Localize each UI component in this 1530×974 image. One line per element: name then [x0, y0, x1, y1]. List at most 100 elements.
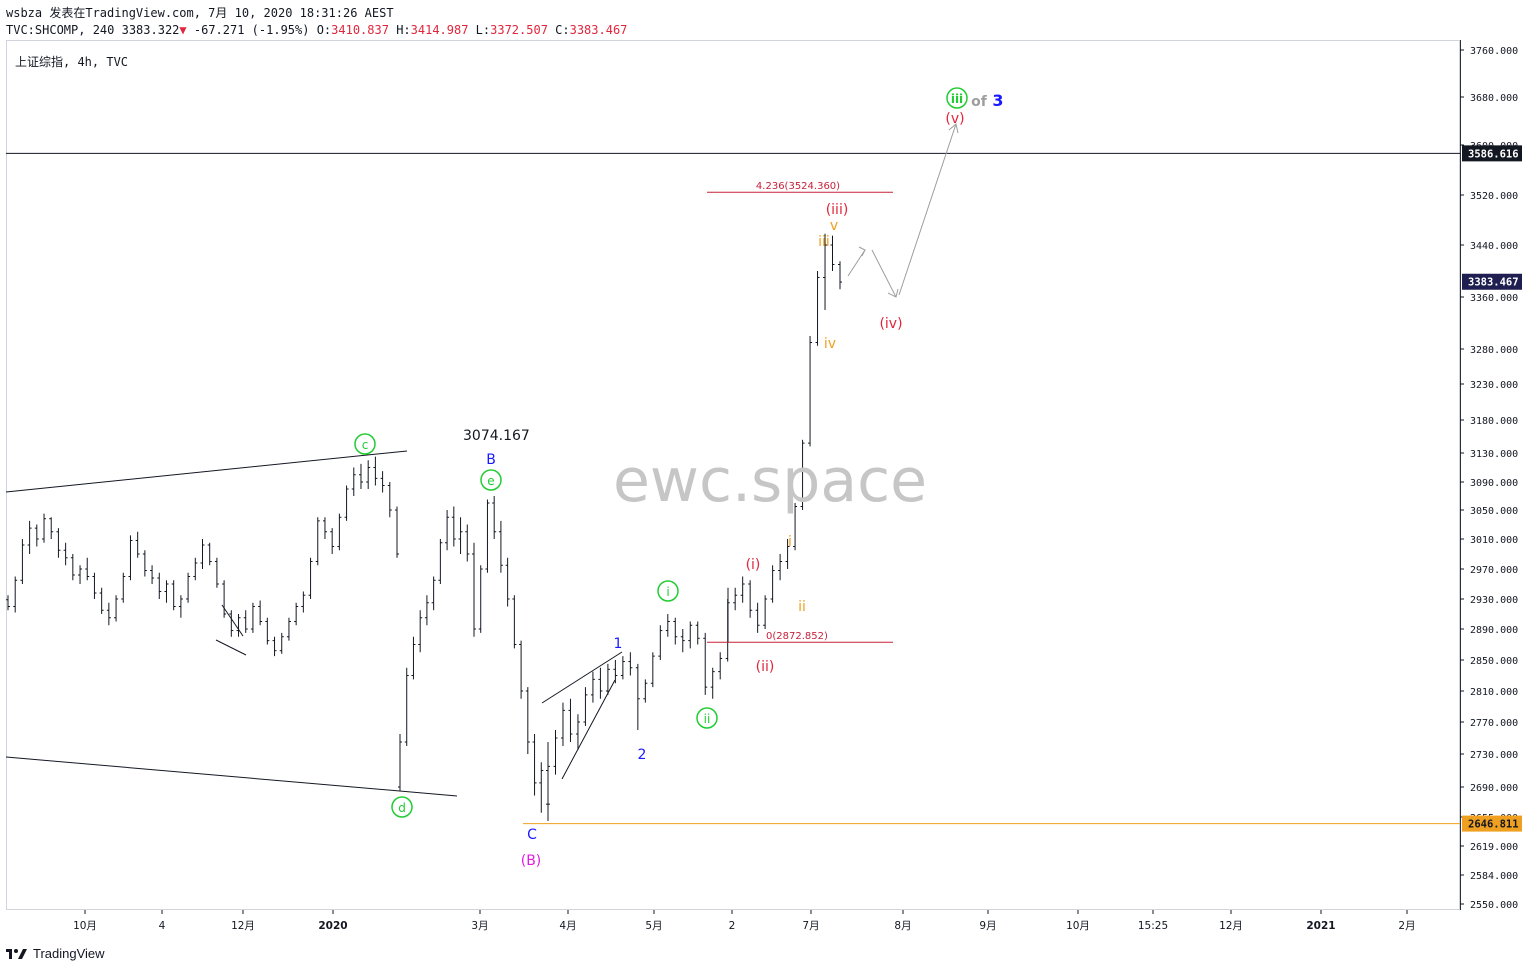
wave-label: ii [704, 712, 711, 726]
close-label: C: [555, 23, 570, 37]
wave-label: e [487, 474, 494, 488]
annotation-fib: 4.236(3524.360) [756, 181, 840, 192]
high-label: H: [396, 23, 411, 37]
wave-label: d [398, 801, 406, 815]
price-tick-label: 2770.000 [1470, 718, 1518, 729]
price-tick-label: 3050.000 [1470, 506, 1518, 517]
price-tick-label: 3180.000 [1470, 416, 1518, 427]
wave-label: (ii) [756, 659, 775, 675]
time-tick-label: 10月 [1066, 920, 1090, 932]
close-value: 3383.467 [569, 23, 628, 37]
price-tick-label: 2890.000 [1470, 625, 1518, 636]
price-tick-label: 2619.000 [1470, 842, 1518, 853]
annotation-price: 3074.167 [463, 428, 530, 444]
time-tick-label: 4 [159, 920, 166, 932]
price-tick-label: 2970.000 [1470, 565, 1518, 576]
symbol-legend: 上证综指, 4h, TVC [15, 55, 129, 69]
price-tick-label: 3230.000 [1470, 380, 1518, 391]
price-tick-label: 3360.000 [1470, 293, 1518, 304]
time-tick-label: 8月 [894, 920, 911, 932]
trendline [5, 450, 408, 493]
time-tick-label: 12月 [231, 920, 255, 932]
price-tick-label: 3760.000 [1470, 46, 1518, 57]
wave-label: iv [824, 336, 836, 352]
projection-arrow-up [847, 249, 866, 277]
plot-area[interactable] [6, 40, 1460, 910]
annotation-fib: 0(2872.852) [766, 631, 828, 642]
wave-label: of [971, 94, 988, 110]
price-scale[interactable] [1460, 40, 1530, 910]
wave-label: 1 [614, 636, 623, 652]
price-tick-label: 3090.000 [1470, 478, 1518, 489]
wave-label-ring [946, 87, 968, 109]
price-tick-label: 2850.000 [1470, 656, 1518, 667]
wave-label: (iii) [826, 202, 849, 218]
wave-label: 3 [992, 91, 1003, 110]
price-change: -67.271 (-1.95%) [193, 23, 310, 37]
price-tick-label: 2930.000 [1470, 595, 1518, 606]
time-tick-label: 4月 [559, 920, 576, 932]
time-tick-label: 7月 [802, 920, 819, 932]
price-tick-label: 3130.000 [1470, 449, 1518, 460]
price-tick-label: 3010.000 [1470, 535, 1518, 546]
wave-label: (B) [521, 853, 542, 869]
arrowhead-icon [887, 288, 899, 298]
wave-label: (v) [945, 111, 964, 127]
wave-label: c [362, 438, 369, 452]
trendline [541, 651, 623, 704]
publish-info: wsbza 发表在TradingView.com, 7月 10, 2020 18… [6, 6, 394, 20]
ticker-label: TVC:SHCOMP, 240 [6, 23, 115, 37]
time-tick-label: 10月 [73, 920, 97, 932]
trendline [561, 679, 616, 780]
price-tick-label: 2584.000 [1470, 871, 1518, 882]
wave-label: v [830, 218, 838, 234]
trendline [5, 756, 458, 797]
time-tick-label: 2020 [318, 920, 347, 932]
low-value: 3372.507 [490, 23, 548, 37]
time-tick-label: 9月 [979, 920, 996, 932]
price-tick-label: 2810.000 [1470, 687, 1518, 698]
wave-label: (i) [746, 557, 761, 573]
open-label: O: [316, 23, 332, 37]
price-axis-badge-label: 3586.616 [1468, 148, 1519, 160]
wave-label-ring [696, 707, 718, 729]
wave-label: iii [951, 92, 963, 106]
wave-label-ring [657, 580, 679, 602]
wave-label-ring [391, 796, 413, 818]
price-axis-badge [1462, 273, 1522, 290]
price-tick-label: 3440.000 [1470, 241, 1518, 252]
wave-label: C [527, 827, 537, 843]
time-tick-label: 5月 [645, 920, 662, 932]
wave-label: i [788, 534, 792, 550]
trendline [215, 639, 247, 656]
wave-label: i [666, 585, 669, 599]
price-axis-badge-label: 3383.467 [1468, 277, 1519, 289]
price-axis-badge [1462, 815, 1522, 832]
price-tick-label: 2550.000 [1470, 900, 1518, 911]
down-arrow-icon: ▼ [179, 23, 187, 37]
projection-arrow-target [898, 123, 957, 296]
time-tick-label: 2 [729, 920, 736, 932]
price-tick-label: 2690.000 [1470, 783, 1518, 794]
time-tick-label: 2021 [1306, 920, 1335, 932]
wave-label-ring [480, 469, 502, 491]
price-tick-label: 3520.000 [1470, 191, 1518, 202]
wave-label: ii [798, 599, 806, 615]
time-tick-label: 2月 [1398, 920, 1415, 932]
price-tick-label: 3280.000 [1470, 345, 1518, 356]
price-tick-label: 3680.000 [1470, 93, 1518, 104]
price-axis-badge [1462, 145, 1522, 162]
low-label: L: [475, 23, 491, 37]
watermark: ewc.space [613, 446, 928, 516]
tradingview-logo[interactable]: TradingView [6, 946, 105, 961]
trendline [221, 604, 244, 637]
wave-label: 2 [638, 747, 647, 763]
wave-label-ring [354, 433, 376, 455]
time-tick-label: 12月 [1219, 920, 1243, 932]
projection-arrow-down [871, 249, 897, 298]
price-axis-badge-label: 2646.811 [1468, 819, 1519, 831]
last-price: 3383.322 [121, 23, 180, 37]
wave-label: (iv) [879, 316, 902, 332]
open-value: 3410.837 [331, 23, 389, 37]
